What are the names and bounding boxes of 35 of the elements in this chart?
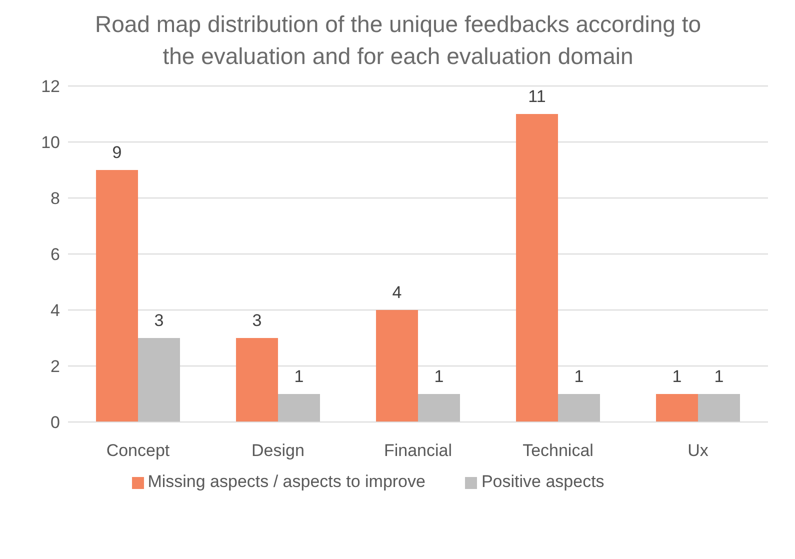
x-tick-label: Technical: [522, 441, 594, 460]
bar: [236, 338, 278, 422]
x-tick-label: Ux: [688, 441, 709, 460]
data-label: 1: [672, 367, 682, 386]
x-tick-label: Financial: [384, 441, 452, 460]
y-tick-label: 6: [50, 245, 60, 264]
data-label: 1: [714, 367, 724, 386]
data-label: 9: [112, 143, 122, 162]
x-tick-label: Concept: [106, 441, 170, 460]
chart-title: Road map distribution of the unique feedbacks according to the evaluation and for each evaluation domain: [94, 10, 702, 71]
bar: [138, 338, 180, 422]
y-tick-label: 12: [41, 77, 60, 96]
data-label: 4: [392, 283, 402, 302]
y-tick-label: 0: [50, 413, 60, 432]
bar: [516, 114, 558, 422]
bar: [418, 394, 460, 422]
data-label: 11: [528, 87, 546, 106]
data-label: 1: [294, 367, 304, 386]
data-label: 1: [574, 367, 584, 386]
y-tick-label: 2: [50, 357, 60, 376]
x-tick-label: Design: [252, 441, 304, 460]
bar: [558, 394, 600, 422]
y-tick-label: 10: [41, 133, 60, 152]
data-label: 1: [434, 367, 444, 386]
legend-label: Missing aspects / aspects to improve: [148, 472, 426, 491]
bar: [96, 170, 138, 422]
bar: [376, 310, 418, 422]
y-tick-label: 4: [50, 301, 60, 320]
data-label: 3: [154, 311, 164, 330]
bar: [698, 394, 740, 422]
bar: [278, 394, 320, 422]
data-label: 3: [252, 311, 262, 330]
bar: [656, 394, 698, 422]
y-tick-label: 8: [50, 189, 60, 208]
legend-label: Positive aspects: [481, 472, 604, 491]
